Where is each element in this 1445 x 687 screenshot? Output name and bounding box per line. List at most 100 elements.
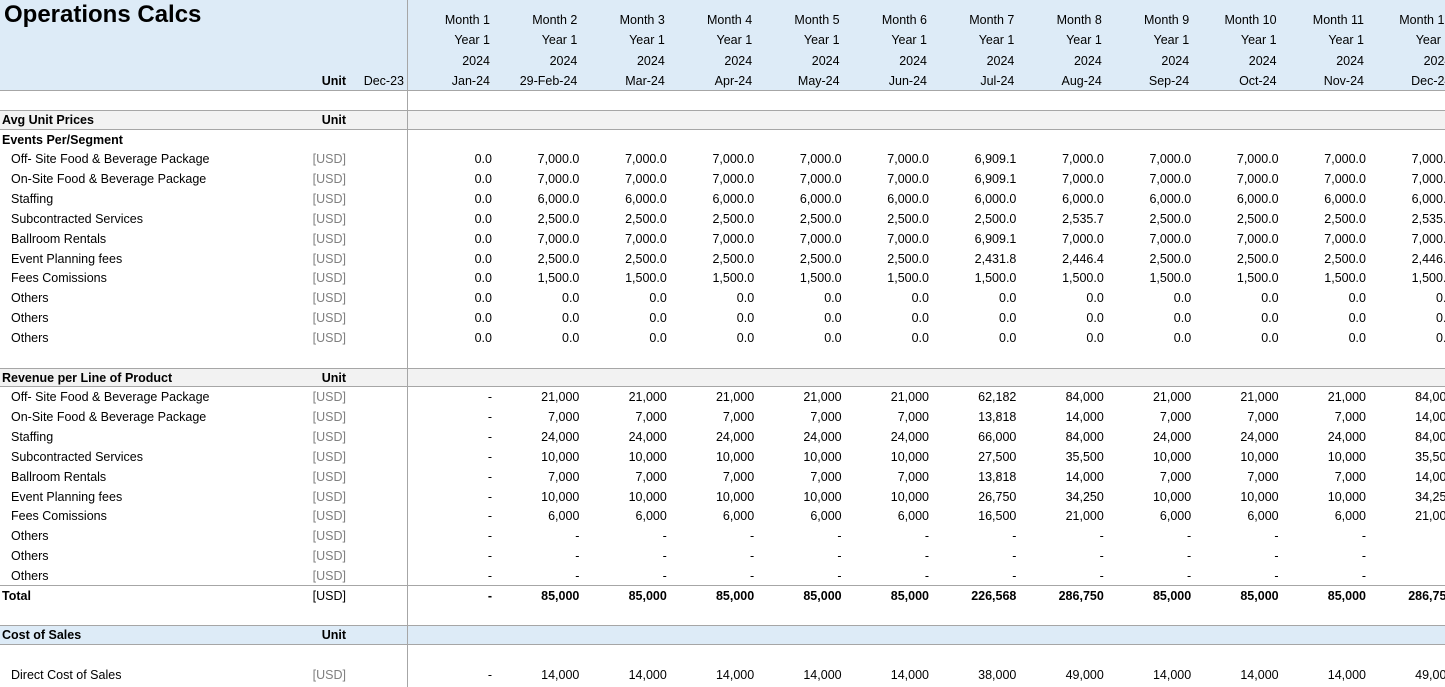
cell-value: 34,250 xyxy=(1415,489,1445,504)
cell-value: 0.0 xyxy=(474,211,492,226)
section-band xyxy=(0,109,1445,130)
row-label: Subcontracted Services xyxy=(11,449,144,464)
month-header: Year 1 xyxy=(891,33,927,48)
cell-value: 6,000 xyxy=(635,509,667,524)
sheet-title: Operations Calcs xyxy=(4,1,202,28)
opening-header: Dec-23 xyxy=(363,74,404,88)
cell-value: 2,500.0 xyxy=(799,251,842,266)
cell-value: 2,500.0 xyxy=(799,211,842,226)
cell-value: 0.0 xyxy=(911,330,929,345)
cell-value: 7,000.0 xyxy=(799,231,842,246)
row-unit: [USD] xyxy=(312,330,346,345)
cell-value: 7,000 xyxy=(1334,469,1366,484)
cell-value: 7,000.0 xyxy=(625,231,667,246)
section-border xyxy=(0,367,1445,369)
cell-value: 62,182 xyxy=(978,390,1017,405)
month-header: Year 1 xyxy=(1240,33,1277,48)
section-title: Cost of Sales xyxy=(2,628,82,643)
cell-value: 38,000 xyxy=(978,668,1017,683)
cell-value: 10,000 xyxy=(541,489,580,504)
row-label: Off- Site Food & Beverage Package xyxy=(11,390,210,405)
row-unit: [USD] xyxy=(312,529,346,544)
month-header: Oct-24 xyxy=(1239,73,1277,88)
row-unit: [USD] xyxy=(312,469,346,484)
row-unit: [USD] xyxy=(312,390,346,405)
month-header: Month 2 xyxy=(532,13,578,27)
total-value: 226,568 xyxy=(971,588,1017,603)
cell-value: 7,000 xyxy=(810,410,842,425)
cell-value: - xyxy=(575,529,580,544)
cell-value: 2,500.0 xyxy=(974,211,1017,226)
cell-value: 7,000.0 xyxy=(537,172,580,187)
cell-value: - xyxy=(1303,566,1445,586)
cell-value: 0.0 xyxy=(999,291,1017,306)
cell-value: - xyxy=(1099,568,1104,583)
month-header: 29-Feb-24 xyxy=(519,73,578,88)
cell-value: 2,431.8 xyxy=(974,251,1017,266)
cell-value: 6,909.1 xyxy=(974,152,1017,167)
cell-value: 7,000.0 xyxy=(1149,152,1192,167)
cell-value: 7,000.0 xyxy=(887,231,929,246)
cell-value: 10,000 xyxy=(541,449,580,464)
cell-value: 7,000.0 xyxy=(1236,152,1279,167)
total-value: 85,000 xyxy=(1327,588,1366,603)
month-header: 2024 xyxy=(986,53,1015,68)
cell-value: 6,000 xyxy=(1159,509,1192,524)
cell-value: 7,000.0 xyxy=(1324,152,1366,167)
cell-value: - xyxy=(750,549,755,564)
cell-value: 7,000 xyxy=(722,469,755,484)
cell-value: 2,500.0 xyxy=(537,211,580,226)
row-unit: [USD] xyxy=(312,271,346,286)
total-value: 85,000 xyxy=(890,588,929,603)
cell-value: 7,000.0 xyxy=(1324,231,1366,246)
cell-value: - xyxy=(924,549,929,564)
cell-value: 0.0 xyxy=(474,152,492,167)
cell-value: 0.0 xyxy=(474,291,492,306)
month-header: Month 10 xyxy=(1224,13,1277,27)
cell-value: 2,535.7 xyxy=(1411,211,1445,226)
cell-value: 2,446.4 xyxy=(1062,251,1104,266)
cell-value: 2,500.0 xyxy=(1324,251,1366,266)
month-header: Year 1 xyxy=(454,33,490,48)
section-unit: Unit xyxy=(321,370,346,385)
month-header: Year 1 xyxy=(1153,33,1190,48)
cell-value: 10,000 xyxy=(715,449,755,464)
total-value: 286,750 xyxy=(1058,588,1104,603)
total-value: 286,750 xyxy=(1408,588,1445,603)
row-unit: [USD] xyxy=(312,291,346,306)
cell-value: 2,500.0 xyxy=(625,251,667,266)
cell-value: 24,000 xyxy=(1327,430,1366,445)
cell-value: 0.0 xyxy=(1261,311,1279,326)
row-label: Staffing xyxy=(11,192,54,207)
cell-value: 7,000.0 xyxy=(1062,152,1104,167)
cell-value: 7,000 xyxy=(1247,469,1279,484)
total-value: 85,000 xyxy=(1152,588,1192,603)
cell-value: 7,000.0 xyxy=(1411,231,1445,246)
cell-value: - xyxy=(487,469,492,484)
row-label: On-Site Food & Beverage Package xyxy=(11,410,207,425)
cell-value: 7,000.0 xyxy=(712,231,755,246)
cell-value: - xyxy=(487,568,492,583)
cell-value: 7,000 xyxy=(1247,410,1279,425)
month-header: Year 1 xyxy=(1328,33,1364,48)
cell-value: 14,000 xyxy=(1240,668,1279,683)
cell-value: 21,000 xyxy=(1240,390,1279,405)
row-label: Ballroom Rentals xyxy=(11,231,107,246)
cell-value: - xyxy=(1274,549,1279,564)
cell-value: 21,000 xyxy=(541,390,580,405)
cell-value: 0.0 xyxy=(474,192,492,207)
row-unit: [USD] xyxy=(312,568,346,583)
month-header: 2024 xyxy=(462,53,490,68)
cell-value: - xyxy=(924,529,929,544)
cell-value: - xyxy=(1012,529,1017,544)
cell-value: 10,000 xyxy=(1327,449,1366,464)
total-value: 85,000 xyxy=(1240,588,1279,603)
cell-value: 6,909.1 xyxy=(974,172,1017,187)
month-header: Year 1 xyxy=(541,33,578,48)
section-band xyxy=(0,625,1445,646)
cell-value: 0.0 xyxy=(736,291,755,306)
month-header: Month 3 xyxy=(619,13,665,27)
cell-value: 0.0 xyxy=(911,311,929,326)
cell-value: 0.0 xyxy=(1173,330,1192,345)
